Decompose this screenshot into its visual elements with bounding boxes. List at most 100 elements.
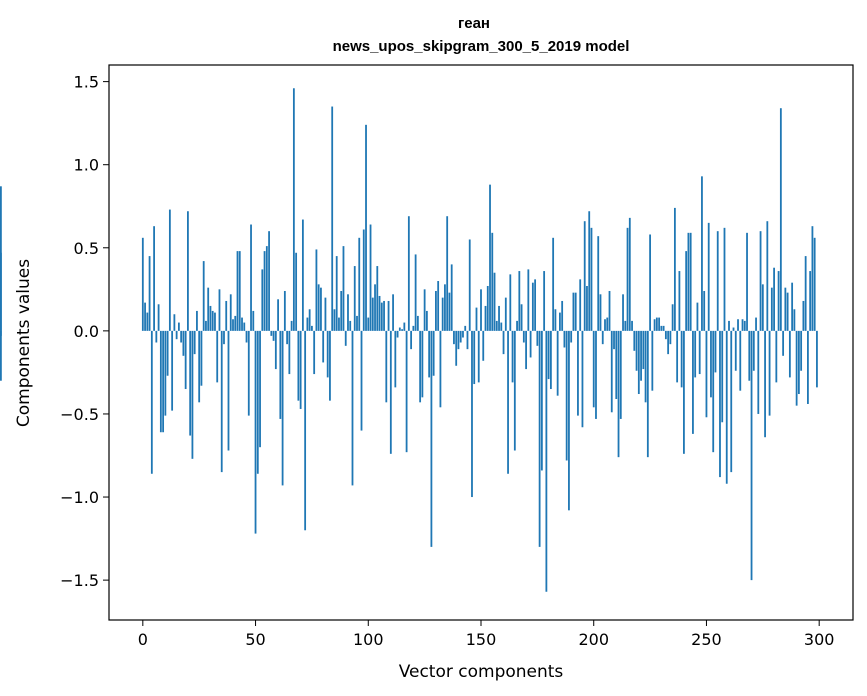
bar-90	[344, 330, 347, 346]
bar-275	[761, 284, 764, 331]
bar-32	[214, 312, 216, 331]
bar-127	[428, 330, 431, 378]
bar-10	[164, 330, 167, 416]
bar-126	[425, 310, 428, 331]
bar-230	[660, 325, 663, 331]
bar-71	[301, 219, 304, 331]
bar-54	[263, 251, 266, 331]
bar-78	[317, 284, 320, 331]
bar-271	[752, 330, 755, 371]
x-tick-label: 150	[466, 630, 497, 649]
bar-20	[187, 211, 189, 331]
bar-148	[475, 307, 478, 331]
bar-182	[552, 237, 555, 331]
bar-142	[462, 330, 464, 338]
bar-209	[613, 330, 615, 350]
bar-187	[563, 330, 566, 348]
bar-161	[504, 297, 507, 331]
bar-0	[141, 237, 144, 331]
bar-289	[793, 309, 796, 331]
bar-188	[565, 330, 568, 461]
bar-50	[254, 330, 257, 534]
bar-100	[367, 317, 370, 331]
bar-120	[412, 325, 415, 331]
bar-57	[270, 330, 273, 336]
y-tick-label: 0.5	[74, 239, 99, 258]
bar-215	[626, 227, 629, 331]
bar-234	[669, 330, 672, 345]
bar-216	[628, 217, 631, 331]
bar-199	[590, 227, 593, 331]
bar-49	[252, 310, 255, 331]
bar-251	[707, 222, 710, 331]
bar-153	[486, 286, 489, 331]
bar-98	[362, 229, 365, 331]
bar-207	[608, 290, 611, 331]
bar-77	[315, 249, 318, 331]
bar-82	[326, 330, 329, 378]
bar-65	[288, 330, 291, 375]
bar-249	[703, 290, 706, 331]
bar-292	[800, 330, 803, 371]
bar-106	[380, 302, 383, 331]
bar-183	[554, 309, 557, 331]
bar-201	[595, 330, 597, 419]
bar-undefined	[0, 330, 2, 381]
bar-104	[376, 266, 379, 331]
bar-266	[741, 319, 744, 331]
bar-29	[207, 287, 210, 331]
bar-92	[349, 320, 352, 331]
bar-38	[227, 330, 230, 451]
y-tick-label: 1.5	[74, 73, 99, 92]
bar-56	[268, 231, 270, 331]
bar-155	[491, 232, 494, 331]
bar-296	[809, 271, 812, 331]
bar-30	[209, 305, 212, 331]
bar-164	[511, 330, 514, 383]
bar-16	[177, 322, 180, 331]
bar-160	[502, 330, 505, 355]
bar-284	[782, 330, 785, 356]
bar-276	[764, 330, 766, 438]
bar-190	[570, 330, 573, 343]
bar-72	[304, 330, 307, 531]
bar-218	[633, 330, 636, 351]
bar-123	[419, 330, 422, 403]
bar-7	[157, 304, 160, 331]
bar-248	[701, 176, 703, 331]
bar-59	[274, 330, 277, 370]
bar-213	[622, 294, 624, 331]
bar-undefined	[0, 186, 2, 331]
bar-258	[723, 227, 726, 331]
bar-147	[473, 330, 476, 385]
bar-227	[653, 319, 656, 331]
bar-14	[173, 314, 176, 331]
bar-101	[369, 224, 372, 331]
bar-225	[649, 234, 651, 331]
bar-47	[247, 330, 250, 416]
x-tick-label: 250	[691, 630, 722, 649]
bar-105	[378, 295, 381, 331]
bar-221	[640, 330, 642, 381]
bar-282	[777, 271, 780, 331]
bar-61	[279, 330, 282, 419]
bar-280	[773, 267, 775, 331]
bar-159	[500, 322, 503, 331]
bar-272	[755, 317, 757, 331]
bar-115	[401, 329, 403, 331]
bar-19	[184, 330, 187, 390]
bar-169	[522, 330, 525, 343]
bar-2	[146, 312, 149, 331]
bar-254	[714, 330, 717, 373]
bar-193	[577, 330, 579, 416]
bar-192	[574, 292, 577, 331]
bar-240	[683, 330, 685, 454]
bar-42	[236, 251, 239, 331]
bar-91	[347, 294, 349, 331]
bar-86	[335, 256, 338, 331]
bar-226	[651, 330, 654, 391]
bar-236	[673, 207, 676, 331]
bar-89	[342, 246, 345, 331]
x-tick-label: 200	[578, 630, 609, 649]
